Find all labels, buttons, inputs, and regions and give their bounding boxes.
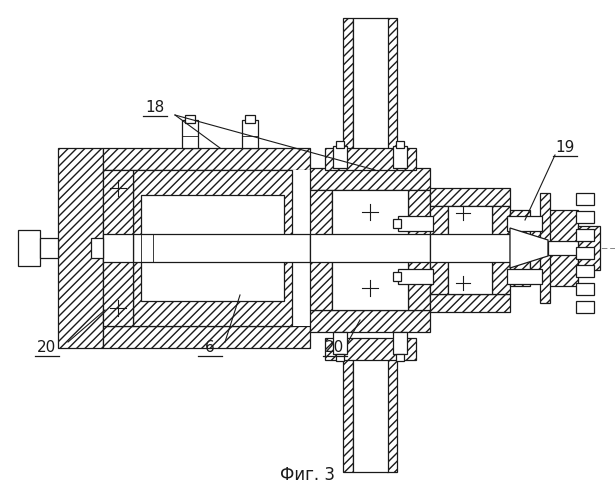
Bar [430,188,510,206]
Bar [182,120,198,148]
Bar [133,234,310,262]
Bar [510,210,530,286]
Text: 18: 18 [145,100,165,116]
Bar [387,18,397,163]
Bar [103,326,310,348]
Bar [310,190,332,310]
Bar [393,272,401,281]
Bar [576,265,594,277]
Bar [103,170,310,326]
Bar [393,332,407,354]
Bar [448,206,492,294]
Bar [430,206,448,294]
Bar [387,340,397,472]
Bar [578,226,600,270]
Bar [333,146,347,168]
Bar [576,283,594,295]
Bar [310,234,430,262]
Bar [430,294,510,312]
Bar [91,238,103,258]
Bar [40,238,58,258]
Bar [393,146,407,168]
Bar [408,190,430,310]
Bar [141,195,284,301]
Bar [353,340,388,472]
Bar [396,354,404,361]
Bar [507,216,542,231]
Bar [393,219,401,228]
Bar [18,230,40,266]
Bar [343,340,353,472]
Bar [245,115,255,123]
Bar [576,211,594,223]
Bar [133,170,292,326]
Bar [540,193,550,303]
Bar [310,168,430,190]
Bar [576,247,594,259]
Bar [548,241,578,255]
Bar [492,206,510,294]
Bar [530,220,545,276]
Bar [507,269,542,284]
Text: Фиг. 3: Фиг. 3 [279,466,335,484]
Bar [310,310,430,332]
Polygon shape [510,228,548,268]
Text: 19: 19 [555,140,574,156]
Text: 20: 20 [38,340,57,355]
Text: 6: 6 [205,340,215,355]
Bar [343,18,353,163]
Bar [398,216,433,231]
Bar [576,229,594,241]
Bar [103,234,133,262]
Bar [58,148,103,348]
Text: 20: 20 [325,340,344,355]
Bar [325,338,416,360]
Bar [396,141,404,148]
Bar [353,18,388,163]
Bar [398,269,433,284]
Bar [325,148,416,170]
Bar [430,234,510,262]
Bar [242,120,258,148]
Bar [576,301,594,313]
Bar [548,210,578,286]
Bar [333,332,347,354]
Bar [185,115,195,123]
Bar [332,190,408,310]
Bar [576,193,594,205]
Bar [103,170,133,326]
Bar [336,141,344,148]
Bar [103,148,310,170]
Bar [336,354,344,361]
